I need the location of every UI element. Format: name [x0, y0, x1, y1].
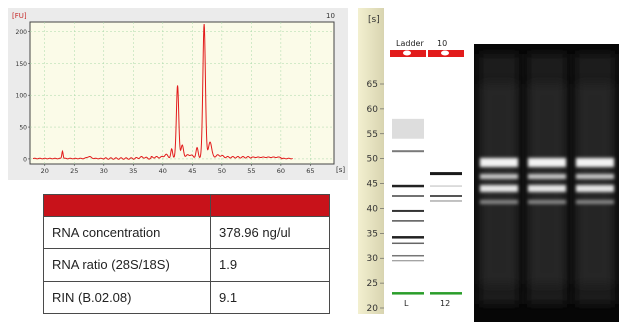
gel-axis-tick-label: 65	[367, 80, 378, 90]
blot-band-18s	[576, 185, 614, 192]
gel-axis-unit: [s]	[368, 15, 380, 25]
gel-axis-ticks: 65 60 55 50 45 40 35 30 25 20	[367, 80, 384, 314]
sample-band	[430, 185, 462, 187]
ladder-band	[392, 209, 424, 212]
electropherogram-panel: 0 50 100 150 200 20 25 30 35 40 45 50 55 60 65 [FU] 1…	[8, 8, 348, 180]
table-header-row	[43, 194, 330, 217]
blot-band-lower-faint	[576, 200, 614, 204]
y-tick-label: 200	[16, 29, 28, 36]
blot-band-upper-faint	[528, 174, 566, 179]
blot-lane-smear-inner	[529, 84, 565, 284]
northern-blot-image	[474, 44, 619, 322]
x-tick-label: 50	[218, 167, 226, 175]
electropherogram-y-ticks: 0 50 100 150 200	[16, 29, 30, 163]
electropherogram-trace	[32, 23, 293, 160]
blot-band-lower-faint	[528, 200, 566, 204]
gel-axis-tick-label: 20	[367, 304, 379, 314]
blot-band-28s	[528, 158, 566, 167]
blot-lane	[479, 54, 519, 304]
ladder-band	[392, 184, 424, 188]
ladder-band	[392, 195, 424, 197]
rna-quality-table: RNA concentration 378.96 ng/ul RNA ratio…	[43, 194, 330, 315]
blot-band-lower-faint	[480, 200, 518, 204]
gel-image-panel: [s] 65 60 55 50 45 40 35 30 25 20 Ladder 10 L 12	[358, 8, 464, 314]
blot-lane-smear-inner	[481, 84, 517, 284]
gel-ladder-well	[403, 50, 411, 56]
y-tick-label: 100	[16, 93, 28, 100]
blot-band-28s	[576, 158, 614, 167]
gel-sample-well	[441, 50, 449, 56]
sample-band	[430, 195, 462, 197]
gel-axis-strip	[358, 8, 384, 314]
ladder-band	[392, 242, 424, 245]
gel-lane-ladder-header: Ladder	[396, 39, 424, 48]
x-tick-label: 45	[188, 167, 196, 175]
x-tick-label: 60	[277, 167, 285, 175]
table-row: RIN (B.02.08) 9.1	[43, 280, 330, 315]
x-tick-label: 25	[70, 167, 78, 175]
gel-axis-tick-label: 30	[367, 254, 379, 264]
blot-band-upper-faint	[576, 174, 614, 179]
rna-ratio-value: 1.9	[210, 248, 330, 282]
blot-lanes	[479, 54, 615, 304]
ladder-smear	[392, 118, 424, 139]
gel-sample-bands	[430, 172, 462, 295]
electropherogram-corner-label: 10	[326, 12, 335, 20]
rin-value: 9.1	[210, 280, 330, 315]
gel-lane-sample-footer: 12	[440, 299, 450, 308]
table-header-cell	[43, 194, 211, 217]
gel-lane-ladder	[390, 50, 426, 312]
sample-lower-marker	[430, 292, 462, 295]
gel-axis-tick-label: 55	[367, 130, 378, 140]
electropherogram-x-unit: [s]	[336, 166, 345, 174]
ladder-band	[392, 150, 424, 153]
x-tick-label: 55	[247, 167, 255, 175]
x-tick-label: 65	[306, 167, 314, 175]
sample-band	[430, 200, 462, 202]
gel-lane-sample	[428, 50, 464, 312]
table-header-cell	[210, 194, 330, 217]
blot-lane	[527, 54, 567, 304]
gel-ladder-bands	[392, 118, 424, 295]
electropherogram-plot-area	[29, 21, 335, 165]
rna-ratio-label: RNA ratio (28S/18S)	[43, 248, 211, 282]
x-tick-label: 30	[100, 167, 108, 175]
blot-band-28s	[480, 158, 518, 167]
sample-band	[430, 172, 462, 176]
electropherogram-grid	[30, 22, 334, 164]
ladder-band	[392, 254, 424, 257]
x-tick-label: 40	[159, 167, 167, 175]
table-row: RNA concentration 378.96 ng/ul	[43, 215, 330, 250]
ladder-band	[392, 220, 424, 222]
y-tick-label: 150	[16, 61, 28, 68]
blot-lane	[575, 54, 615, 304]
gel-axis-tick-label: 25	[367, 279, 378, 289]
rna-concentration-label: RNA concentration	[43, 215, 211, 250]
gel-axis-tick-label: 40	[367, 204, 379, 214]
blot-band-upper-faint	[480, 174, 518, 179]
electropherogram-y-unit: [FU]	[12, 12, 27, 20]
blot-band-18s	[528, 185, 566, 192]
x-tick-label: 20	[41, 167, 49, 175]
gel-axis-tick-label: 60	[367, 105, 379, 115]
rin-label: RIN (B.02.08)	[43, 280, 211, 315]
ladder-band	[392, 260, 424, 262]
gel-axis-tick-label: 50	[367, 155, 379, 165]
gel-lane-sample-header: 10	[437, 39, 447, 48]
y-tick-label: 0	[23, 156, 27, 163]
ladder-lower-marker	[392, 292, 424, 295]
ladder-band	[392, 236, 424, 239]
rna-concentration-value: 378.96 ng/ul	[210, 215, 330, 250]
gel-axis-tick-label: 45	[367, 180, 378, 190]
x-tick-label: 35	[129, 167, 137, 175]
gel-axis-tick-label: 35	[367, 229, 378, 239]
table-row: RNA ratio (28S/18S) 1.9	[43, 248, 330, 282]
blot-lane-smear-inner	[577, 84, 613, 284]
blot-band-18s	[480, 185, 518, 192]
gel-lane-ladder-footer: L	[404, 299, 409, 308]
y-tick-label: 50	[19, 125, 27, 132]
electropherogram-x-ticks: 20 25 30 35 40 45 50 55 60 65	[41, 164, 315, 175]
